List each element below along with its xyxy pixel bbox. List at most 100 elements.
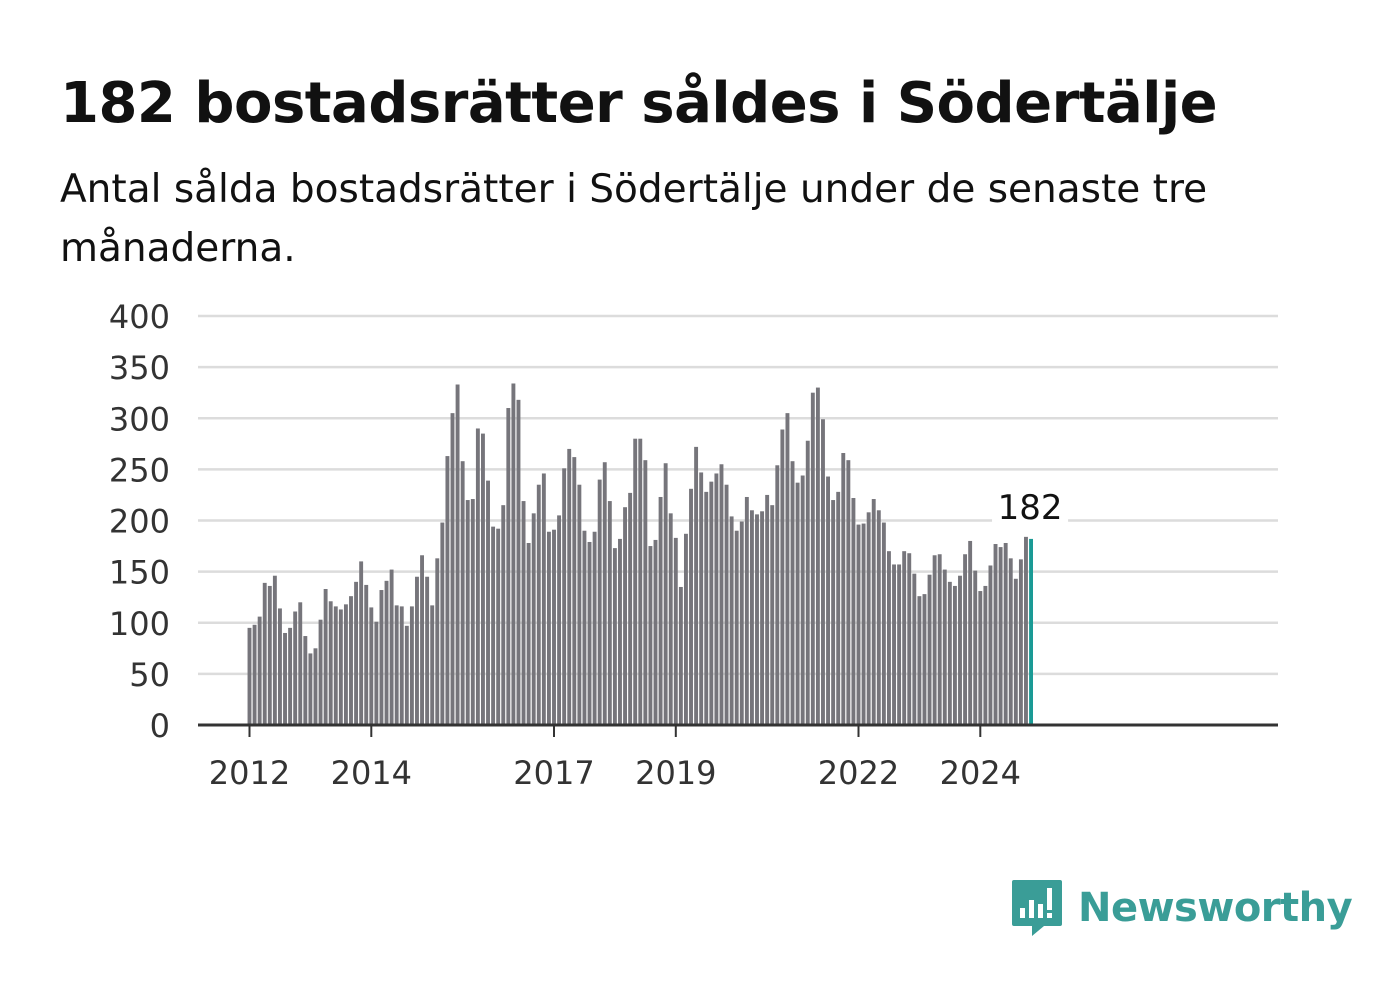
bar: [744, 496, 749, 725]
bar: [988, 565, 993, 725]
bar: [506, 408, 511, 725]
bar: [633, 438, 638, 725]
bar: [597, 479, 602, 725]
bar: [993, 544, 998, 725]
bar: [826, 476, 830, 725]
bar: [734, 530, 739, 725]
bar: [394, 605, 399, 725]
bar: [379, 590, 384, 725]
bar: [1003, 542, 1008, 725]
bar: [760, 511, 765, 725]
bar: [892, 564, 896, 725]
bar: [841, 453, 846, 725]
x-axis: 2012 2014 2017 2019 2022 2024: [198, 723, 1278, 792]
brand: Newsworthy: [1010, 878, 1353, 938]
y-tick-label: 350: [109, 349, 170, 387]
bar: [435, 558, 440, 725]
bar: [303, 636, 308, 725]
bar: [364, 584, 369, 725]
y-axis-labels: 0 50 100 150 200 250 300 350 400: [109, 298, 170, 745]
y-tick-label: 300: [109, 400, 170, 438]
bar: [1013, 578, 1018, 725]
bar: [998, 547, 1003, 725]
bar: [719, 464, 724, 725]
annotation-layer: 182: [992, 482, 1069, 528]
bar: [861, 523, 866, 725]
bar: [278, 608, 282, 725]
bar: [699, 472, 704, 725]
bar: [668, 513, 673, 725]
bar: [922, 594, 927, 725]
bar: [709, 481, 714, 725]
bar: [663, 463, 668, 725]
bar: [795, 482, 800, 725]
bar: [460, 461, 465, 725]
bar: [821, 419, 825, 725]
bar: [496, 528, 501, 725]
bar: [638, 438, 643, 725]
bar: [252, 624, 257, 725]
bar: [689, 488, 693, 725]
bar: [486, 480, 490, 725]
bar: [399, 606, 404, 725]
bar: [612, 548, 617, 725]
bar: [293, 611, 298, 725]
bar: [643, 460, 648, 725]
bar: [541, 473, 546, 725]
bar: [831, 500, 836, 725]
bar: [1024, 536, 1028, 725]
bar: [262, 582, 267, 725]
y-tick-label: 200: [109, 503, 170, 541]
bar: [313, 648, 318, 725]
bar: [851, 498, 856, 725]
bar: [409, 606, 414, 725]
bar: [653, 539, 658, 725]
bar: [247, 627, 252, 725]
bar: [450, 413, 455, 725]
bar: [333, 606, 338, 725]
bar: [678, 586, 683, 725]
x-tick-label: 2014: [331, 754, 412, 792]
bar: [338, 609, 343, 725]
bar: [846, 460, 851, 725]
page-title: 182 bostadsrätter såldes i Södertälje: [60, 71, 1218, 136]
y-tick-label: 400: [109, 298, 170, 336]
bar: [481, 433, 485, 725]
bar: [420, 555, 424, 725]
bar: [932, 555, 937, 725]
bar: [881, 522, 886, 725]
bar: [800, 475, 805, 725]
bar: [952, 585, 957, 725]
bar: [521, 501, 526, 725]
bar: [805, 440, 810, 725]
bar: [425, 576, 430, 725]
bar: [445, 456, 450, 725]
bar: [455, 384, 460, 725]
bars: [247, 383, 1033, 725]
bar: [389, 569, 394, 725]
bar: [526, 542, 531, 725]
bar: [359, 561, 364, 725]
bar: [978, 591, 983, 725]
bar: [257, 616, 262, 725]
y-tick-label: 100: [109, 605, 170, 643]
bar: [963, 554, 968, 725]
bar: [897, 564, 902, 725]
bar: [562, 468, 567, 725]
bar: [349, 596, 353, 725]
bar: [267, 585, 272, 725]
bar: [871, 499, 876, 725]
bar: [917, 596, 922, 725]
bar: [623, 507, 627, 725]
bar: [369, 607, 374, 725]
bar: [815, 387, 820, 725]
bar: [308, 653, 313, 725]
bar: [907, 553, 912, 725]
bar: [501, 505, 506, 725]
bar: [577, 484, 582, 725]
y-tick-label: 0: [150, 707, 170, 745]
bar: [968, 540, 973, 725]
bar: [607, 501, 612, 725]
y-tick-label: 150: [109, 554, 170, 592]
